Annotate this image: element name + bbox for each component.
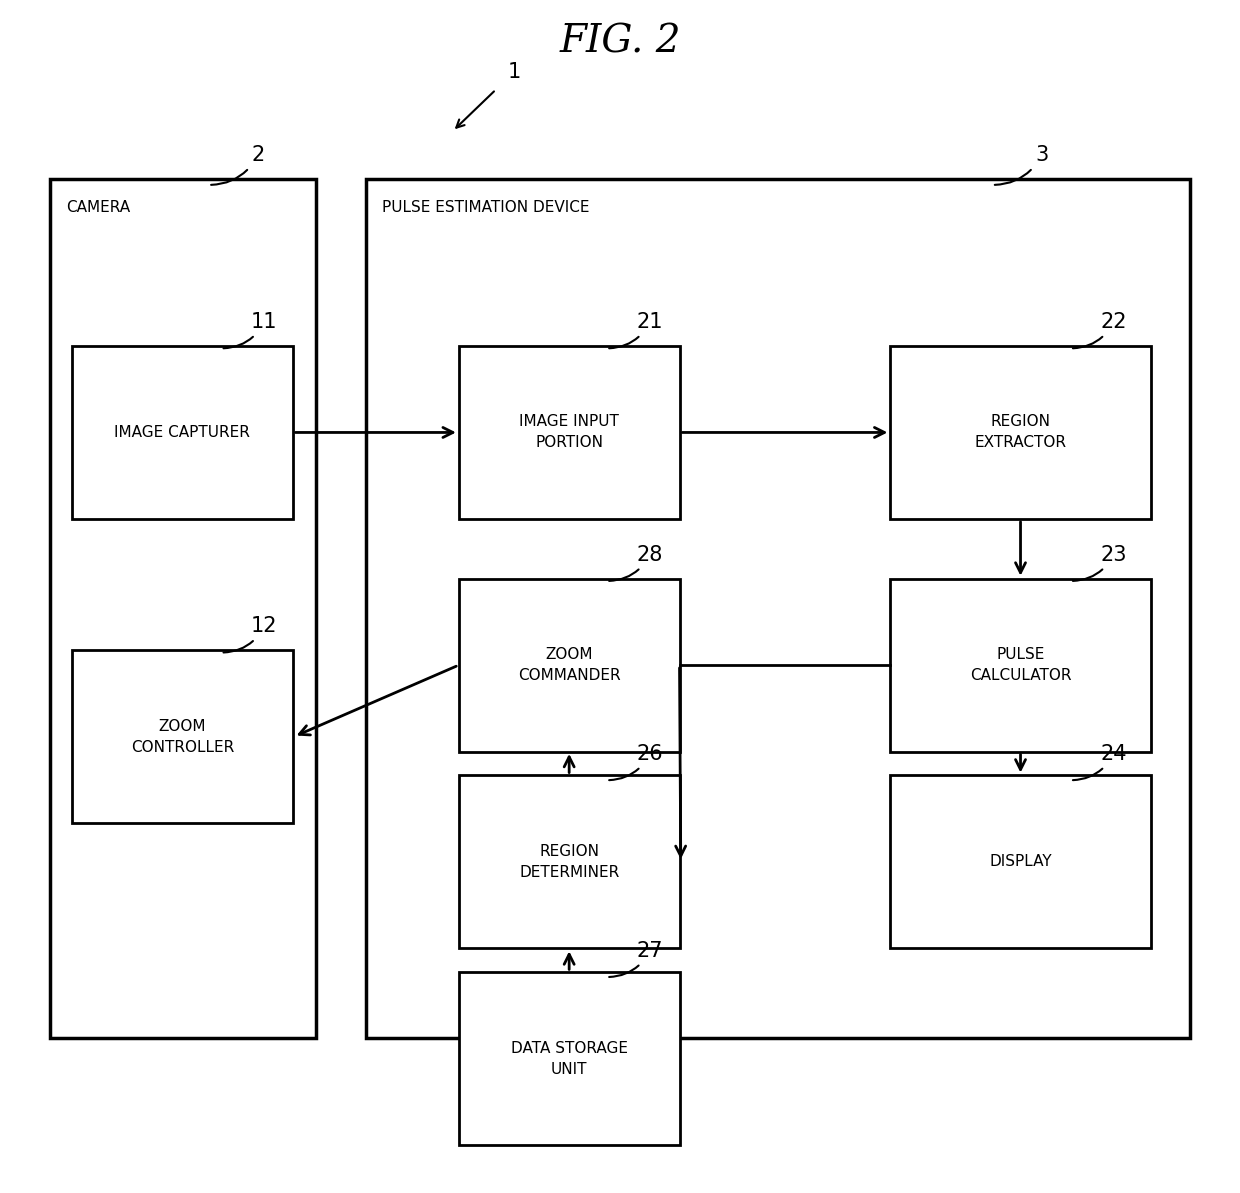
Text: 3: 3 [994, 146, 1048, 185]
Bar [366, 179, 1190, 1038]
Text: IMAGE CAPTURER: IMAGE CAPTURER [114, 425, 250, 440]
Text: 21: 21 [609, 313, 663, 348]
Text: FIG. 2: FIG. 2 [559, 23, 681, 61]
Text: 24: 24 [1073, 744, 1127, 780]
Text: REGION
DETERMINER: REGION DETERMINER [520, 843, 619, 880]
Text: PULSE ESTIMATION DEVICE: PULSE ESTIMATION DEVICE [382, 200, 589, 216]
Text: REGION
EXTRACTOR: REGION EXTRACTOR [975, 414, 1066, 451]
Text: ZOOM
CONTROLLER: ZOOM CONTROLLER [130, 718, 234, 755]
Text: 1: 1 [508, 62, 521, 81]
Bar [459, 775, 680, 948]
Text: 2: 2 [211, 146, 264, 185]
Text: IMAGE INPUT
PORTION: IMAGE INPUT PORTION [520, 414, 619, 451]
Text: CAMERA: CAMERA [66, 200, 130, 216]
Text: 23: 23 [1073, 545, 1127, 581]
Bar [459, 579, 680, 752]
Text: 27: 27 [609, 941, 663, 977]
Text: 12: 12 [223, 617, 278, 653]
Text: ZOOM
COMMANDER: ZOOM COMMANDER [518, 647, 620, 684]
Text: PULSE
CALCULATOR: PULSE CALCULATOR [970, 647, 1071, 684]
Bar [72, 650, 293, 823]
Bar [459, 972, 680, 1145]
Text: 26: 26 [609, 744, 663, 780]
Bar [890, 775, 1151, 948]
Bar [890, 579, 1151, 752]
Text: 11: 11 [223, 313, 278, 348]
Text: 28: 28 [609, 545, 663, 581]
Bar [50, 179, 316, 1038]
Text: 22: 22 [1073, 313, 1127, 348]
Bar [459, 346, 680, 519]
Bar [890, 346, 1151, 519]
Text: DATA STORAGE
UNIT: DATA STORAGE UNIT [511, 1040, 627, 1077]
Bar [72, 346, 293, 519]
Text: DISPLAY: DISPLAY [990, 854, 1052, 870]
